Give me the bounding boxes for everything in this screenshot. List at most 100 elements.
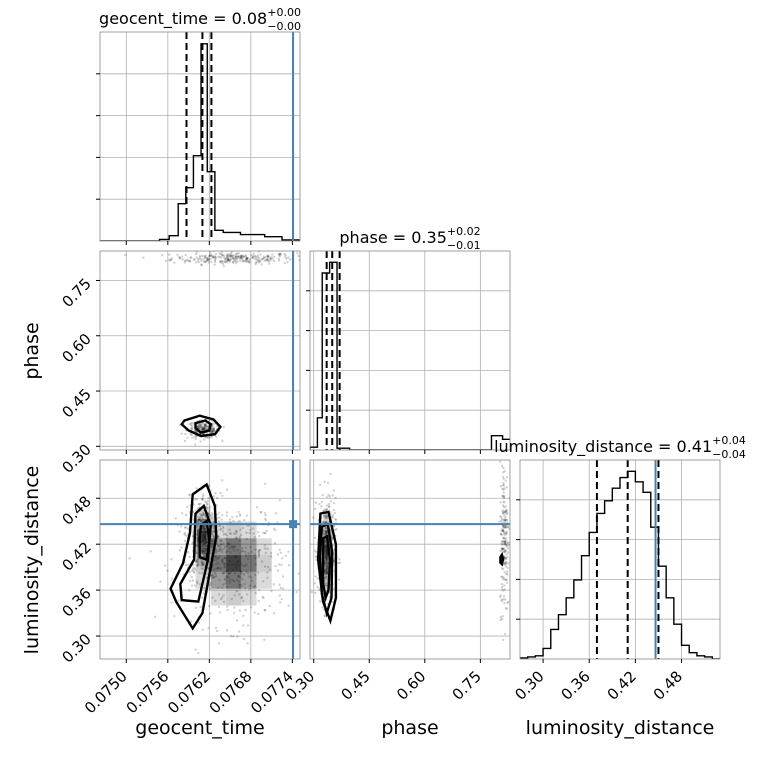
sample-point xyxy=(199,423,203,427)
sample-point xyxy=(220,586,224,589)
sample-point xyxy=(210,430,213,433)
sample-point xyxy=(257,550,261,553)
density-block xyxy=(201,530,207,543)
sample-point xyxy=(198,424,201,427)
sample-point xyxy=(503,598,507,601)
sample-point xyxy=(215,550,218,553)
sample-point xyxy=(504,505,507,508)
sample-point xyxy=(234,259,237,263)
sample-point xyxy=(206,572,209,575)
density-block xyxy=(226,571,242,589)
sample-point xyxy=(213,575,216,579)
sample-point xyxy=(257,553,261,556)
sample-point xyxy=(267,255,270,258)
sample-point xyxy=(229,254,233,258)
sample-point xyxy=(507,600,510,604)
sample-point xyxy=(324,576,327,579)
sample-point xyxy=(265,258,269,262)
sample-point xyxy=(203,254,206,258)
sample-point xyxy=(503,514,506,517)
sample-point xyxy=(201,628,204,631)
sample-point xyxy=(507,541,510,545)
sample-point xyxy=(502,483,505,487)
sample-point xyxy=(194,435,198,438)
sample-point xyxy=(503,526,506,530)
sample-point xyxy=(499,532,502,535)
sample-point xyxy=(272,259,276,263)
sample-point xyxy=(262,596,265,600)
sample-point xyxy=(281,557,284,560)
sample-point xyxy=(248,584,252,588)
sample-point xyxy=(213,571,216,574)
sample-point xyxy=(501,529,504,533)
sample-point xyxy=(183,526,187,529)
sample-point xyxy=(262,256,265,260)
sample-point xyxy=(216,586,220,590)
sample-point xyxy=(222,594,225,597)
sample-point xyxy=(325,508,328,512)
density-block xyxy=(256,571,272,589)
sample-point xyxy=(228,528,231,531)
sample-point xyxy=(503,510,507,514)
sample-point xyxy=(181,258,184,261)
sample-point xyxy=(314,501,317,504)
sample-point xyxy=(198,254,202,258)
ytick-label-luminosity_distance: 0.36 xyxy=(58,584,94,620)
sample-point xyxy=(166,569,169,572)
sample-point xyxy=(326,504,329,507)
sample-point xyxy=(266,576,269,580)
sample-point xyxy=(318,600,322,603)
sample-point xyxy=(206,426,209,429)
sample-point xyxy=(254,573,257,577)
sample-point xyxy=(193,568,197,571)
sample-point xyxy=(245,260,248,263)
sample-point xyxy=(195,256,198,259)
sample-point xyxy=(200,514,203,517)
sample-point xyxy=(502,589,505,592)
sample-point xyxy=(202,426,206,429)
sample-point xyxy=(505,532,508,535)
sample-point xyxy=(250,576,253,579)
sample-point xyxy=(269,257,272,260)
sample-point xyxy=(296,252,299,255)
sample-point xyxy=(170,601,173,604)
sample-point xyxy=(499,501,502,504)
ytick-label-phase: 0.45 xyxy=(58,385,94,421)
sample-point xyxy=(201,512,205,515)
sample-point xyxy=(183,531,187,535)
sample-point xyxy=(278,594,281,597)
sample-point xyxy=(323,615,327,618)
sample-point xyxy=(327,494,330,497)
sample-point xyxy=(274,512,278,515)
sample-point xyxy=(204,254,208,258)
sample-point xyxy=(501,547,504,551)
sample-point xyxy=(218,524,221,527)
sample-point xyxy=(231,516,234,519)
sample-point xyxy=(507,562,510,565)
sample-point xyxy=(213,259,217,262)
sample-point xyxy=(199,427,203,430)
sample-point xyxy=(208,436,211,439)
sample-point xyxy=(222,600,226,604)
sample-point xyxy=(257,531,260,534)
sample-point xyxy=(503,551,507,554)
sample-point xyxy=(498,515,502,518)
sample-point xyxy=(198,256,202,259)
sample-point xyxy=(504,536,507,540)
sample-point xyxy=(320,500,323,503)
sample-point xyxy=(328,502,331,506)
sample-point xyxy=(502,491,505,494)
sample-point xyxy=(226,255,229,258)
sample-point xyxy=(191,541,194,545)
sample-point xyxy=(500,543,504,546)
sample-point xyxy=(191,424,194,428)
sample-point xyxy=(222,542,225,546)
sample-point xyxy=(185,505,189,509)
sample-point xyxy=(263,259,266,262)
sample-point xyxy=(180,512,184,515)
sample-point xyxy=(508,527,510,530)
sample-point xyxy=(212,428,216,431)
sample-point xyxy=(231,254,234,257)
sample-point xyxy=(222,527,225,530)
